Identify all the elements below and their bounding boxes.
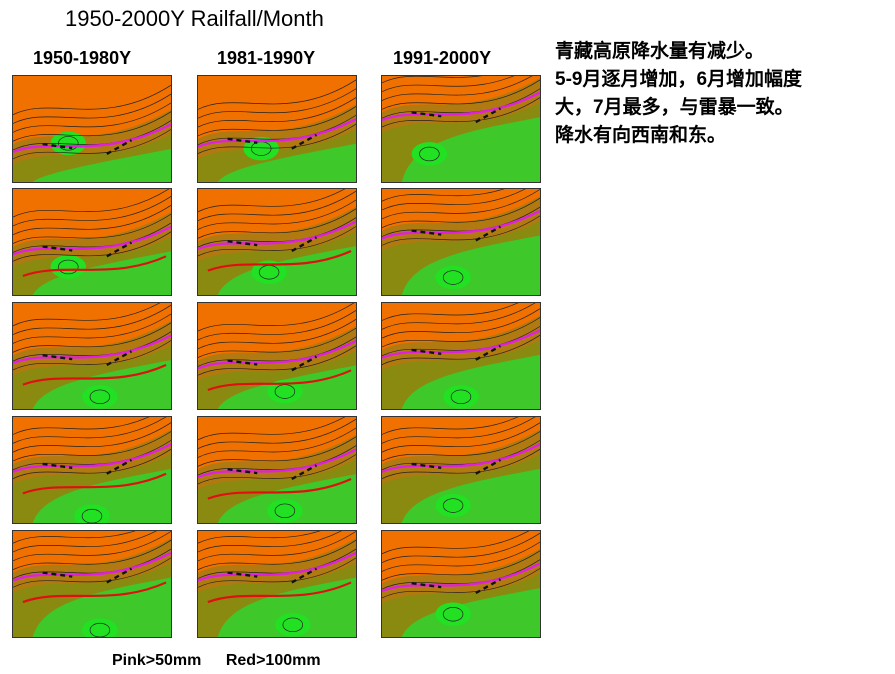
rainfall-map-panel xyxy=(381,416,541,524)
rainfall-map-panel xyxy=(197,530,357,638)
contour-map xyxy=(13,189,171,295)
contour-map xyxy=(13,531,171,637)
rainfall-map-panel xyxy=(381,188,541,296)
rainfall-map-panel xyxy=(381,75,541,183)
contour-map xyxy=(382,76,540,182)
rainfall-map-panel xyxy=(12,75,172,183)
contour-map xyxy=(198,417,356,523)
contour-map xyxy=(198,189,356,295)
rainfall-map-panel xyxy=(12,416,172,524)
rainfall-map-panel xyxy=(197,188,357,296)
contour-map xyxy=(382,531,540,637)
contour-map xyxy=(198,303,356,409)
rainfall-map-panel xyxy=(12,530,172,638)
contour-map xyxy=(198,531,356,637)
column-header-1981-1990: 1981-1990Y xyxy=(217,48,316,68)
rainfall-map-panel xyxy=(381,530,541,638)
figure-title: 1950-2000Y Railfall/Month xyxy=(65,6,324,31)
column-header-1991-2000: 1991-2000Y xyxy=(393,48,492,68)
contour-map xyxy=(382,303,540,409)
column-header-1950-1980: 1950-1980Y xyxy=(33,48,132,68)
rainfall-map-panel xyxy=(197,302,357,410)
contour-map xyxy=(13,417,171,523)
legend-red: Red>100mm xyxy=(225,652,321,669)
contour-map xyxy=(198,76,356,182)
note-line-4: 降水有向西南和东。 xyxy=(555,125,727,146)
legend-pink: Pink>50mm xyxy=(112,652,202,669)
rainfall-map-panel xyxy=(197,75,357,183)
contour-map xyxy=(382,189,540,295)
annotation-text: 青藏高原降水量有减少。 5-9月逐月增加，6月增加幅度 大，7月最多，与雷暴一致… xyxy=(555,38,802,150)
contour-map xyxy=(13,303,171,409)
note-line-1: 青藏高原降水量有减少。 xyxy=(555,41,765,62)
rainfall-map-panel xyxy=(197,416,357,524)
rainfall-map-panel xyxy=(12,188,172,296)
note-line-3: 大，7月最多，与雷暴一致。 xyxy=(555,97,794,118)
contour-map xyxy=(13,76,171,182)
note-line-2: 5-9月逐月增加，6月增加幅度 xyxy=(555,69,803,90)
rainfall-map-panel xyxy=(12,302,172,410)
rainfall-map-panel xyxy=(381,302,541,410)
legend: Pink>50mm Red>100mm xyxy=(112,652,321,670)
contour-map xyxy=(382,417,540,523)
